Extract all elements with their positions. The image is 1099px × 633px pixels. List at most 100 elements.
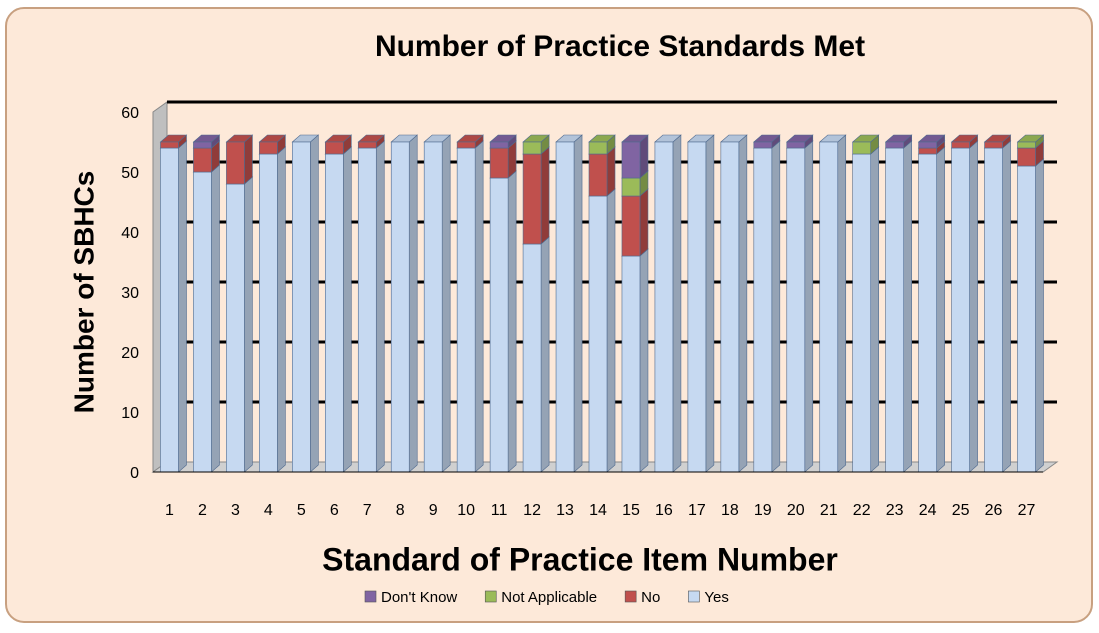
x-tick-label: 16 bbox=[655, 502, 673, 519]
bar bbox=[852, 141, 872, 155]
x-tick-label: 26 bbox=[985, 502, 1003, 519]
x-tick-label: 12 bbox=[523, 502, 541, 519]
bar bbox=[522, 243, 542, 473]
bar bbox=[1017, 147, 1036, 167]
bar-side bbox=[310, 134, 319, 473]
legend-swatch bbox=[624, 590, 637, 603]
bar-side bbox=[771, 140, 781, 473]
bar bbox=[819, 141, 839, 473]
bar-side bbox=[1035, 158, 1044, 473]
legend-swatch bbox=[688, 590, 700, 603]
bar bbox=[390, 141, 410, 473]
x-tick-label: 5 bbox=[297, 502, 306, 519]
bar bbox=[918, 153, 937, 473]
bar bbox=[522, 141, 542, 155]
bar bbox=[1017, 141, 1036, 149]
x-tick-label: 11 bbox=[491, 502, 508, 519]
y-tick-label: 20 bbox=[121, 345, 139, 362]
x-tick-label: 24 bbox=[919, 502, 937, 519]
x-tick-label: 22 bbox=[853, 502, 871, 519]
bar bbox=[687, 141, 707, 473]
x-tick-label: 6 bbox=[330, 502, 339, 519]
bar-side bbox=[375, 140, 385, 473]
bar-side bbox=[969, 140, 978, 473]
bar bbox=[984, 147, 1003, 473]
legend-swatch bbox=[364, 590, 377, 603]
legend-label: Yes bbox=[704, 589, 728, 606]
bar bbox=[160, 147, 179, 473]
x-axis-label: Standard of Practice Item Number bbox=[322, 541, 838, 577]
bar bbox=[324, 141, 344, 155]
x-tick-label: 14 bbox=[589, 502, 607, 519]
x-tick-label: 23 bbox=[886, 502, 904, 519]
bar bbox=[357, 147, 377, 473]
y-tick-label: 40 bbox=[121, 225, 139, 242]
legend-swatch bbox=[484, 590, 497, 603]
bar-side bbox=[540, 236, 550, 473]
bar bbox=[918, 141, 937, 149]
bar bbox=[720, 141, 740, 473]
bar-side bbox=[606, 188, 616, 473]
bar-side bbox=[705, 134, 715, 473]
bar bbox=[555, 141, 575, 473]
bar-side bbox=[441, 134, 451, 473]
bar bbox=[357, 141, 377, 149]
x-tick-label: 3 bbox=[231, 502, 240, 519]
bar-side bbox=[408, 134, 418, 473]
x-tick-label: 20 bbox=[787, 502, 805, 519]
x-tick-label: 8 bbox=[396, 502, 405, 519]
y-tick-label: 10 bbox=[121, 405, 139, 422]
bar-side bbox=[804, 140, 814, 473]
bar bbox=[621, 195, 641, 257]
y-tick-label: 0 bbox=[130, 465, 139, 482]
x-tick-label: 10 bbox=[457, 502, 475, 519]
x-tick-label: 1 bbox=[165, 502, 174, 519]
x-tick-label: 19 bbox=[754, 502, 772, 519]
bar-side bbox=[342, 146, 352, 473]
bar bbox=[852, 153, 872, 473]
legend-label: No bbox=[641, 589, 660, 606]
bar bbox=[1017, 165, 1036, 473]
bar-side bbox=[244, 176, 253, 473]
bar bbox=[226, 141, 245, 185]
bar bbox=[489, 141, 509, 149]
bar bbox=[621, 255, 641, 473]
bar-side bbox=[277, 146, 286, 473]
bar-side bbox=[507, 170, 517, 473]
x-tick-label: 4 bbox=[264, 502, 273, 519]
bar bbox=[984, 141, 1003, 149]
x-tick-label: 27 bbox=[1018, 502, 1036, 519]
x-tick-label: 25 bbox=[952, 502, 970, 519]
bar-side bbox=[903, 140, 912, 473]
bar bbox=[753, 141, 773, 149]
bar-side bbox=[178, 140, 187, 473]
bar-side bbox=[244, 134, 253, 185]
bar bbox=[621, 141, 641, 179]
bar-side bbox=[1002, 140, 1011, 473]
bar-side bbox=[573, 134, 583, 473]
legend-label: Don't Know bbox=[381, 589, 457, 606]
bar bbox=[193, 147, 212, 173]
bar bbox=[885, 147, 904, 473]
bar bbox=[423, 141, 443, 473]
y-axis-label: Number of SBHCs bbox=[68, 171, 99, 414]
bar bbox=[489, 147, 509, 179]
bar bbox=[226, 183, 245, 473]
x-tick-label: 17 bbox=[688, 502, 706, 519]
x-tick-label: 9 bbox=[429, 502, 438, 519]
bar bbox=[259, 141, 278, 155]
bar-side bbox=[639, 134, 649, 179]
bar-side bbox=[672, 134, 682, 473]
bar bbox=[588, 153, 608, 197]
bar bbox=[160, 141, 179, 149]
bar bbox=[621, 177, 641, 197]
bar bbox=[489, 177, 509, 473]
bar bbox=[522, 153, 542, 245]
bar bbox=[193, 141, 212, 149]
x-tick-label: 13 bbox=[556, 502, 574, 519]
y-tick-label: 50 bbox=[121, 165, 139, 182]
bar bbox=[951, 147, 970, 473]
y-tick-label: 30 bbox=[121, 285, 139, 302]
chart-title: Number of Practice Standards Met bbox=[375, 30, 865, 63]
bar-side bbox=[540, 146, 550, 245]
